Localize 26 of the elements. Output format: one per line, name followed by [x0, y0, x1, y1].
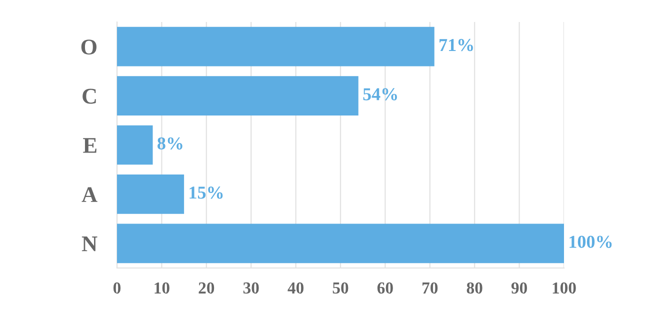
data-label: 100% [570, 236, 612, 248]
y-tick-label: A [82, 187, 98, 202]
y-tick-label: C [82, 88, 96, 104]
x-tick-label: 80 [466, 282, 482, 294]
bar [117, 174, 184, 214]
bar [117, 76, 358, 116]
x-tick-label: 70 [422, 282, 438, 294]
x-tick-label: 20 [198, 282, 214, 294]
data-label: 8% [158, 137, 182, 150]
data-label: 54% [363, 88, 397, 100]
x-tick-label: 50 [332, 282, 348, 294]
bar [117, 224, 564, 264]
data-label: 71% [440, 38, 473, 52]
x-tick-label: 40 [288, 282, 304, 294]
data-label: 15% [190, 186, 223, 199]
x-tick-label: 60 [377, 282, 393, 294]
x-tick-label: 90 [511, 282, 527, 294]
x-tick-label: 100 [552, 282, 576, 294]
y-tick-label: E [83, 138, 96, 153]
y-tick-label: N [82, 236, 98, 252]
bar [117, 26, 434, 66]
bar [117, 125, 153, 165]
x-tick-label: 10 [154, 282, 170, 294]
x-tick-label: 0 [113, 282, 121, 294]
x-tick-label: 30 [243, 282, 259, 294]
y-tick-label: O [81, 40, 96, 55]
